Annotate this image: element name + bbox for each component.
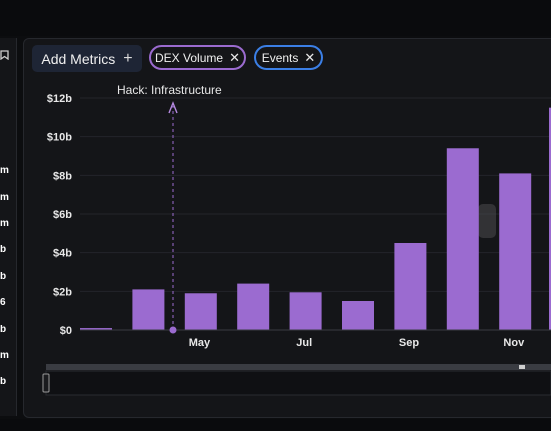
navigator-grip-icon	[519, 365, 525, 369]
x-tick-label: May	[189, 337, 211, 349]
y-tick-label: $0	[60, 325, 72, 337]
y-tick-label: $6b	[53, 209, 72, 221]
chip-label: DEX Volume	[155, 50, 224, 65]
chip-label: Events	[261, 50, 299, 65]
watermark-logo	[478, 204, 496, 238]
bottom-strip	[0, 419, 551, 431]
metric-chip-events[interactable]: Events ✕	[254, 45, 323, 70]
left-value: m	[0, 351, 9, 361]
metric-chip-dex-volume[interactable]: DEX Volume ✕	[149, 45, 246, 70]
navigator-scrollbar	[46, 364, 551, 370]
bar	[446, 148, 479, 330]
x-tick-label: Sep	[399, 337, 419, 349]
add-metrics-button[interactable]: Add Metrics +	[32, 45, 142, 72]
bar	[184, 293, 217, 330]
left-value: m	[0, 166, 9, 176]
left-value: b	[0, 377, 7, 387]
left-value: b	[0, 245, 7, 255]
annotation-marker	[169, 326, 177, 334]
add-metrics-label: Add Metrics	[41, 50, 116, 67]
plus-icon: +	[123, 49, 133, 67]
left-value: b	[0, 325, 7, 335]
y-tick-label: $8b	[53, 170, 72, 182]
left-value: 6	[0, 298, 6, 308]
bar	[237, 283, 270, 330]
bar	[394, 243, 427, 330]
y-tick-label: $2b	[53, 286, 72, 298]
y-tick-label: $12b	[47, 93, 72, 105]
annotation-arrow-icon	[168, 101, 178, 114]
y-tick-label: $10b	[47, 132, 72, 144]
x-tick-label: Jul	[296, 337, 312, 349]
bar	[549, 107, 551, 331]
left-value: m	[0, 219, 9, 229]
left-value: m	[0, 193, 9, 203]
bar	[132, 289, 165, 330]
navigator-handle	[42, 373, 50, 393]
close-icon[interactable]: ✕	[304, 49, 316, 65]
bar	[80, 328, 112, 330]
bookmark-icon[interactable]	[0, 50, 9, 60]
x-tick-label: Nov	[503, 337, 525, 349]
y-tick-label: $4b	[53, 248, 72, 260]
bar	[499, 173, 532, 330]
top-bar	[0, 0, 551, 36]
bar	[342, 301, 374, 330]
annotation-label: Hack: Infrastructure	[117, 83, 222, 97]
close-icon[interactable]: ✕	[229, 49, 240, 65]
left-panel: m m m b b 6 b m b	[0, 38, 17, 416]
left-value: b	[0, 272, 7, 282]
bar	[289, 292, 322, 330]
navigator-range	[45, 370, 551, 396]
